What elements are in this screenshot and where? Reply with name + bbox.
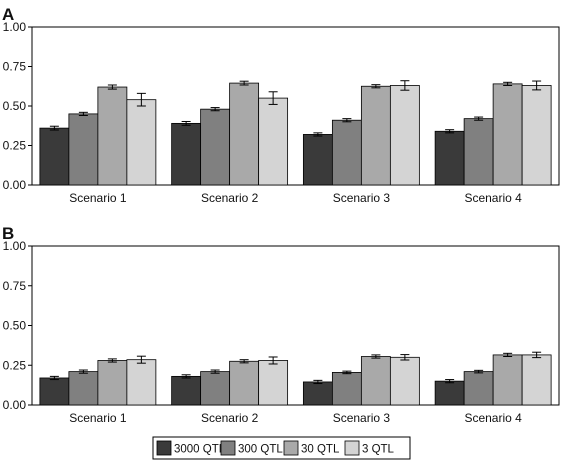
chart-panel-a: A 0.00 0.25 0.50 0.75 1.00 Scenario 1 Scenario … [2,5,560,205]
y-tick-label: 0.25 [3,358,27,372]
bar-3-qtl [258,97,289,186]
y-tick-label: 0.75 [3,279,27,293]
legend-swatch [344,440,360,456]
y-tick-label: 1.00 [3,239,27,253]
bar-300-qtl [200,371,231,406]
bar-30-qtl [360,85,391,186]
y-tick-label: 0.75 [3,60,27,74]
bar-3000-qtl [171,375,202,406]
chart-panel-b: B 0.00 0.25 0.50 0.75 1.00 Scenario 1 Scenario … [2,224,560,425]
bar-3000-qtl [39,127,70,186]
legend-label: 3000 QTL [174,444,226,456]
bar-3-qtl [521,354,552,406]
legend: 3000 QTL 300 QTL 30 QTL 3 QTL [152,436,411,460]
bar-3000-qtl [434,380,465,406]
y-tick-label: 0.50 [3,319,27,333]
legend-swatch [283,440,299,456]
y-tick-label: 0.50 [3,99,27,113]
x-tick-label: Scenario 4 [464,191,522,205]
bar-3-qtl [126,359,157,406]
y-tick-label: 0.25 [3,139,27,153]
bar-300-qtl [463,371,494,406]
bar-30-qtl [229,360,260,406]
bar-30-qtl [229,82,260,186]
x-tick-label: Scenario 2 [201,191,259,205]
bar-3000-qtl [434,130,465,186]
y-tick-label: 0.00 [3,178,27,192]
bar-30-qtl [492,83,523,186]
x-tick-label: Scenario 4 [464,411,522,425]
legend-label: 30 QTL [301,444,340,456]
bar-3000-qtl [302,381,333,406]
bar-300-qtl [68,371,99,406]
bar-3-qtl [389,85,420,186]
bar-3000-qtl [171,122,202,186]
x-tick-label: Scenario 3 [333,411,391,425]
bar-30-qtl [492,354,523,406]
legend-label: 300 QTL [238,444,283,456]
bar-300-qtl [331,119,362,186]
bar-3-qtl [258,360,289,406]
y-tick-label: 1.00 [3,20,27,34]
panel-letter: A [2,5,14,24]
bar-30-qtl [97,86,128,186]
x-tick-label: Scenario 1 [69,411,127,425]
bar-3000-qtl [302,134,333,186]
bar-300-qtl [200,108,231,186]
bar-30-qtl [97,360,128,406]
legend-swatch [220,440,236,456]
bar-3-qtl [389,356,420,406]
bar-3-qtl [126,99,157,186]
legend-swatch [156,440,172,456]
bar-3-qtl [521,85,552,186]
y-tick-label: 0.00 [3,398,27,412]
legend-label: 3 QTL [362,444,395,456]
bar-300-qtl [68,113,99,186]
bar-30-qtl [360,356,391,406]
x-tick-label: Scenario 3 [333,191,391,205]
x-tick-label: Scenario 2 [201,411,259,425]
panel-letter: B [2,224,14,243]
bar-3000-qtl [39,377,70,406]
x-tick-label: Scenario 1 [69,191,127,205]
bar-300-qtl [463,118,494,186]
bar-300-qtl [331,372,362,406]
